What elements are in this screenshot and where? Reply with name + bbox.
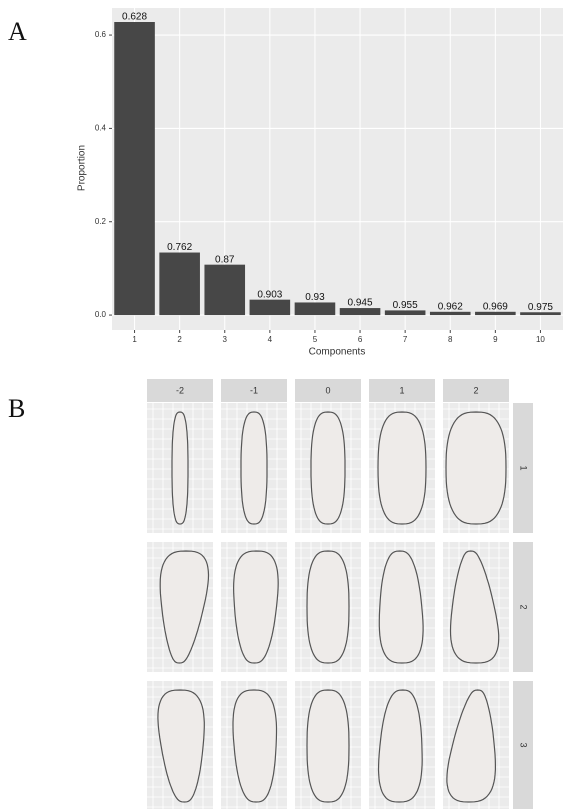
cumulative-label: 0.975: [528, 302, 553, 313]
cumulative-label: 0.628: [122, 12, 147, 23]
cumulative-label: 0.955: [393, 300, 418, 311]
panel-letter: B: [8, 394, 25, 423]
cumulative-label: 0.93: [305, 292, 325, 303]
bar: [295, 302, 336, 315]
cumulative-label: 0.903: [257, 289, 282, 300]
outline-shape: [378, 412, 426, 524]
bar: [250, 300, 291, 315]
y-tick-label: 0.4: [95, 124, 107, 133]
column-label: -1: [250, 385, 258, 395]
x-tick-label: 3: [223, 335, 228, 344]
cumulative-label: 0.945: [348, 298, 373, 309]
x-tick-label: 10: [536, 335, 545, 344]
x-tick-label: 6: [358, 335, 363, 344]
column-label: 1: [399, 385, 404, 395]
y-tick-label: 0.2: [95, 217, 107, 226]
figure: A B Components Proportion 0.00.20.40.610…: [0, 0, 565, 809]
outline-shape: [307, 551, 349, 663]
x-tick-label: 5: [313, 335, 318, 344]
x-axis-label: Components: [309, 347, 366, 358]
cumulative-label: 0.962: [438, 301, 463, 312]
y-axis-label: Proportion: [77, 145, 88, 191]
row-label: 1: [519, 465, 529, 470]
bar: [385, 310, 426, 315]
outline-shape: [311, 412, 345, 524]
x-tick-label: 9: [493, 335, 498, 344]
y-tick-label: 0.0: [95, 310, 107, 319]
row-label: 2: [519, 604, 529, 609]
cumulative-label: 0.969: [483, 301, 508, 312]
column-label: 2: [473, 385, 478, 395]
outline-shape: [172, 412, 188, 524]
y-tick-label: 0.6: [95, 30, 107, 39]
x-tick-label: 8: [448, 335, 453, 344]
x-tick-label: 4: [268, 335, 273, 344]
panel-letter: A: [8, 17, 27, 46]
outline-shape: [307, 690, 349, 802]
bar: [340, 308, 381, 315]
x-tick-label: 7: [403, 335, 408, 344]
cumulative-label: 0.762: [167, 242, 192, 253]
outline-shape: [446, 412, 506, 524]
cumulative-label: 0.87: [215, 254, 235, 265]
row-label: 3: [519, 742, 529, 747]
bar: [159, 253, 200, 316]
x-tick-label: 1: [132, 335, 137, 344]
x-tick-label: 2: [177, 335, 182, 344]
bar: [114, 22, 155, 315]
column-label: 0: [325, 385, 330, 395]
column-label: -2: [176, 385, 184, 395]
outline-shape: [241, 412, 267, 524]
bar: [204, 265, 245, 315]
